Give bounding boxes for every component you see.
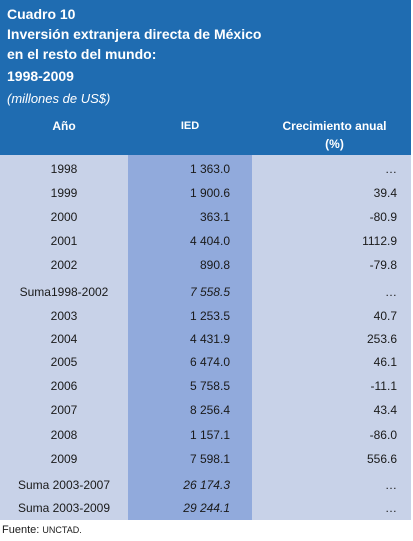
table-header: Cuadro 10 Inversión extranjera directa d… <box>0 0 411 155</box>
cell-ied: 6 474.0 <box>189 355 230 369</box>
cell-year: Suma 2003-2007 <box>17 478 111 492</box>
cell-growth: 253.6 <box>366 332 397 346</box>
cell-year: 1999 <box>50 186 78 200</box>
cell-ied: 1 253.5 <box>189 309 230 323</box>
table-row: 2005 6 474.0 46.1 <box>0 351 411 373</box>
cell-growth: 556.6 <box>366 452 397 466</box>
cell-ied: 363.1 <box>199 210 230 224</box>
cell-ied: 7 558.5 <box>189 285 230 299</box>
source-value: UNCTAD. <box>42 525 82 535</box>
cell-growth: -11.1 <box>370 379 397 393</box>
table-title-line-4: 1998-2009 <box>7 68 74 84</box>
cell-year: Suma 2003-2009 <box>17 501 111 515</box>
cell-growth: … <box>385 478 397 492</box>
cell-growth: -86.0 <box>369 428 397 442</box>
cell-growth: 1112.9 <box>362 234 397 248</box>
ied-column-highlight <box>128 155 252 520</box>
cell-ied: 8 256.4 <box>189 403 230 417</box>
cell-growth: … <box>385 162 397 176</box>
cell-year: 2006 <box>50 379 78 393</box>
cell-growth: -79.8 <box>369 258 397 272</box>
column-header-growth-unit: (%) <box>325 137 344 151</box>
source-note: Fuente: UNCTAD. <box>2 524 82 536</box>
cell-year: 2001 <box>50 234 78 248</box>
table-title-line-1: Cuadro 10 <box>7 6 76 22</box>
table-row: 2002 890.8 -79.8 <box>0 254 411 276</box>
cell-year: 2008 <box>50 428 78 442</box>
cell-ied: 5 758.5 <box>189 379 230 393</box>
cell-growth: 39.4 <box>373 186 397 200</box>
table-row-subtotal: Suma 2003-2007 26 174.3 … <box>0 474 411 496</box>
table-row: 2004 4 431.9 253.6 <box>0 328 411 350</box>
source-label: Fuente: <box>2 524 40 536</box>
cell-growth: -80.9 <box>369 210 397 224</box>
cell-growth: 46.1 <box>373 355 397 369</box>
cell-year: 1998 <box>50 162 78 176</box>
table-row: 2008 1 157.1 -86.0 <box>0 424 411 446</box>
cell-growth: 40.7 <box>373 309 397 323</box>
cell-ied: 26 174.3 <box>183 478 230 492</box>
table-row: 1999 1 900.6 39.4 <box>0 182 411 204</box>
cell-growth: … <box>385 285 397 299</box>
cell-year: 2005 <box>50 355 78 369</box>
cell-growth: … <box>385 501 397 515</box>
table-subtitle: (millones de US$) <box>7 91 111 106</box>
cell-ied: 4 404.0 <box>189 234 230 248</box>
table-row: 2009 7 598.1 556.6 <box>0 448 411 470</box>
cell-ied: 7 598.1 <box>189 452 230 466</box>
cell-ied: 890.8 <box>199 258 230 272</box>
column-header-year: Año <box>52 119 76 133</box>
cell-ied: 4 431.9 <box>189 332 230 346</box>
table-row: 2006 5 758.5 -11.1 <box>0 375 411 397</box>
cell-year: 2000 <box>50 210 78 224</box>
table-row-subtotal: Suma1998-2002 7 558.5 … <box>0 281 411 303</box>
table-row-subtotal: Suma 2003-2009 29 244.1 … <box>0 497 411 519</box>
cell-growth: 43.4 <box>373 403 397 417</box>
cell-ied: 1 157.1 <box>189 428 230 442</box>
cell-year: 2004 <box>50 332 78 346</box>
column-header-growth: Crecimiento anual <box>282 119 387 133</box>
cell-year: Suma1998-2002 <box>19 285 109 299</box>
data-table: Cuadro 10 Inversión extranjera directa d… <box>0 0 411 520</box>
cell-ied: 29 244.1 <box>183 501 230 515</box>
table-row: 2007 8 256.4 43.4 <box>0 399 411 421</box>
table-row: 2000 363.1 -80.9 <box>0 206 411 228</box>
table-row: 2001 4 404.0 1112.9 <box>0 230 411 252</box>
table-row: 1998 1 363.0 … <box>0 158 411 180</box>
cell-ied: 1 900.6 <box>189 186 230 200</box>
table-row: 2003 1 253.5 40.7 <box>0 305 411 327</box>
cell-year: 2002 <box>50 258 78 272</box>
cell-year: 2009 <box>50 452 78 466</box>
cell-year: 2003 <box>50 309 78 323</box>
cell-year: 2007 <box>50 403 78 417</box>
column-header-ied: IED <box>180 120 200 132</box>
table-title-line-3: en el resto del mundo: <box>7 46 157 62</box>
cell-ied: 1 363.0 <box>189 162 230 176</box>
table-title-line-2: Inversión extranjera directa de México <box>7 26 262 42</box>
